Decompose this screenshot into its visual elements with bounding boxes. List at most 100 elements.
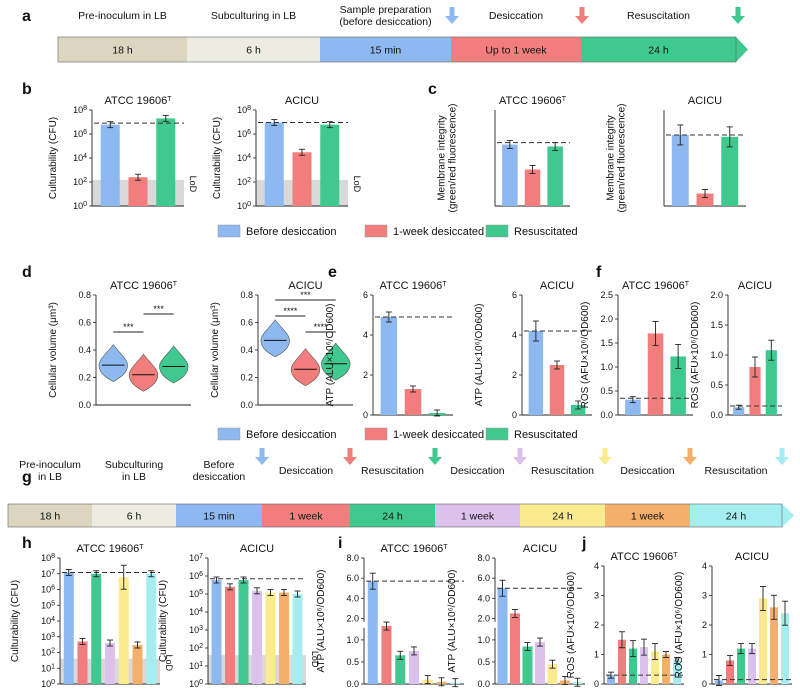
y-axis-title: ROS (AFU×10⁶/OD600) [580,302,591,409]
y-tick-label: 103 [41,631,55,642]
y-axis-title: Culturability (CFU) [212,117,223,199]
superscript: 0 [51,679,55,686]
significance-label: *** [300,290,311,300]
y-tick-label: 6.0 [346,573,359,583]
bar-mark [765,350,777,415]
superscript: 2 [199,643,203,650]
timeline-segment [451,37,581,62]
y-axis-label: ATP (ALU×10⁶/OD600) [316,570,327,673]
y-tick-label: 0.4 [78,345,91,355]
bar-mark [63,572,74,684]
y-axis-label: ROS (AFU×10⁶/OD600) [674,572,685,679]
y-tick-label: 0.2 [240,373,253,383]
arrow-shaft [735,7,741,17]
bar-mark [629,648,637,684]
bar-mark [647,333,664,415]
chart-title: ACICU [540,280,574,292]
y-axis-title: ATP (ALU×10⁶/OD600) [447,570,458,673]
bar-mark [696,193,714,206]
superscript: 4 [83,153,87,160]
superscript: 4 [247,153,251,160]
bar-mark [607,675,615,684]
y-tick-label: 100 [41,679,55,690]
timeline-segment [605,504,690,527]
superscript: 5 [199,589,203,596]
timeline-segment [690,504,794,527]
y-tick-label: 107 [189,553,203,564]
bar-mark [535,642,545,684]
bar-mark [673,660,681,684]
y-axis-label: ROS (AFU×10⁶/OD600) [690,302,701,409]
timeline-stage-label: Pre-inoculum in LB [78,10,167,22]
superscript: 2 [51,647,55,654]
bar-mark [670,356,686,415]
legend-middle: Before desiccation 1-week desiccated Resus… [217,427,578,441]
y-tick-label: 0.6 [240,318,253,328]
panel-letter-f: f [596,264,602,281]
y-tick-label: 106 [237,129,251,140]
y-tick-label: 4.0 [477,593,490,603]
y-tick-label: 0.5 [346,657,359,667]
legend-label-desic: 1-week desiccated [393,429,484,441]
y-tick-label: 1.0 [600,362,613,372]
y-axis-title: Culturability (CFU) [158,580,169,662]
y-tick-label: 101 [189,661,203,672]
arrow-head [575,16,589,24]
y-tick-label: 102 [189,643,203,654]
chart-title: ACICU [688,95,722,107]
bar-mark [737,648,745,684]
superscript: T [167,96,172,103]
bar-mark [252,590,262,684]
y-tick-label: 108 [237,105,251,116]
timeline-stage-label: (before desiccation) [339,16,431,28]
timeline-duration: 18 h [40,511,61,523]
timeline-stage-label: in LB [38,471,62,483]
bar-mark [522,646,533,684]
legend-label-resus: Resuscitated [514,226,578,238]
y-tick-label: 0.5 [710,380,723,390]
y-tick-label: 108 [41,553,55,564]
y-tick-label: 104 [189,607,203,618]
bar-mark [381,626,392,684]
y-axis-title: Membrane integrity (green/red fluorescenc… [437,104,459,213]
bar-mark [128,177,148,206]
timeline-stage-label: Desiccation [450,465,504,477]
bar-mark [547,664,558,684]
legend-label-desic: 1-week desiccated [393,226,484,238]
timeline-duration: 15 min [370,45,402,57]
chart-title: ATCC 19606T [622,280,690,292]
y-tick-label: 0.2 [78,373,91,383]
legend-label-resus: Resuscitated [514,429,578,441]
panel-letter-c: c [428,81,437,98]
bar-mark [320,124,340,206]
superscript: 1 [199,661,203,668]
arrow-g5-icon [683,448,697,465]
y-tick-label: 106 [189,571,203,582]
chart-title: ACICU [738,280,772,292]
chart-b: LoD 100 102 104 106 108 ATCC 19606T Culturabili… [48,95,198,211]
chart-e: 0 2 4 6 ATCC 19606T ATP (ALU×10⁶/OD600) [325,280,453,420]
y-tick-label: 8.0 [346,553,359,563]
chart-b: LoD 100 102 104 106 108 ACICU Culturability (CF… [212,95,362,211]
timeline-duration: 24 h [648,45,669,57]
y-tick-label: 0.6 [78,318,91,328]
superscript: T [139,544,144,551]
arrow-desic-icon [575,7,589,24]
timeline-stage-label: desiccation [193,471,246,483]
y-tick-label: 0.0 [240,400,253,410]
y-tick-label: 0 [363,410,368,420]
legend-swatch-before [217,427,241,441]
panel-letter-g: g [22,469,32,486]
arrow-head [683,457,697,465]
superscript: 3 [51,631,55,638]
violin-mark [260,319,290,358]
y-tick-label: 0.0 [600,410,613,420]
y-axis-title: ATP (ALU×10⁶/OD600) [474,304,485,407]
bar-mark [132,644,143,684]
superscript: T [173,281,178,288]
significance-label: **** [283,306,298,316]
legend-swatch-desic [364,224,388,238]
y-tick-label: 1.5 [710,320,723,330]
timeline-segment [92,504,176,527]
y-axis-title: Cellular volume (μm³) [48,302,59,398]
